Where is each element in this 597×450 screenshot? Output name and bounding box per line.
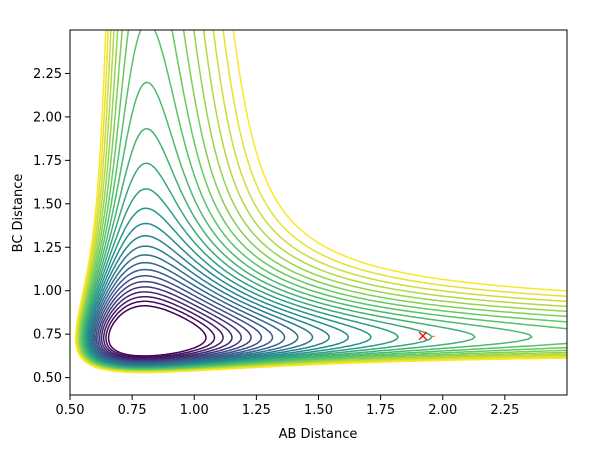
contour-level	[107, 305, 207, 357]
y-tick-label: 2.25	[33, 67, 62, 82]
contour-level	[76, 30, 567, 373]
x-tick-label: 1.50	[304, 403, 333, 418]
y-tick-label: 0.50	[33, 371, 62, 386]
contour-level	[98, 286, 243, 362]
x-tick-label: 1.75	[366, 403, 395, 418]
y-tick-label: 1.75	[33, 154, 62, 169]
y-axis-label: BC Distance	[11, 174, 26, 253]
contour-level	[88, 235, 331, 367]
x-tick-label: 1.00	[180, 403, 209, 418]
contour-level	[78, 30, 567, 372]
contour-level	[77, 30, 567, 373]
data-point-marker	[418, 331, 428, 341]
x-tick-label: 0.75	[118, 403, 147, 418]
y-tick-label: 1.50	[33, 197, 62, 212]
contour-level	[97, 280, 252, 363]
x-tick-label: 2.25	[490, 403, 519, 418]
plot-frame	[69, 29, 568, 396]
y-axis: 0.50 0.75 1.00 1.25 1.50 1.75 2.00 2.25	[33, 67, 70, 386]
y-tick-label: 1.00	[33, 284, 62, 299]
x-tick-label: 1.25	[242, 403, 271, 418]
contour-level	[102, 295, 224, 360]
y-tick-label: 2.00	[33, 110, 62, 125]
contour-level	[105, 300, 216, 358]
contour-level	[81, 81, 533, 370]
x-tick-label: 2.00	[428, 403, 457, 418]
x-axis-label: AB Distance	[279, 427, 358, 442]
x-tick-label: 0.50	[56, 403, 85, 418]
x-axis: 0.50 0.75 1.00 1.25 1.50 1.75 2.00 2.25	[56, 395, 519, 418]
contour-level	[79, 30, 567, 372]
y-tick-label: 0.75	[33, 328, 62, 343]
contour-level	[74, 30, 567, 374]
contour-level	[100, 291, 233, 361]
y-tick-label: 1.25	[33, 241, 62, 256]
marker-layer	[418, 331, 435, 341]
contour-level	[95, 275, 263, 363]
contour-lines	[74, 30, 567, 374]
